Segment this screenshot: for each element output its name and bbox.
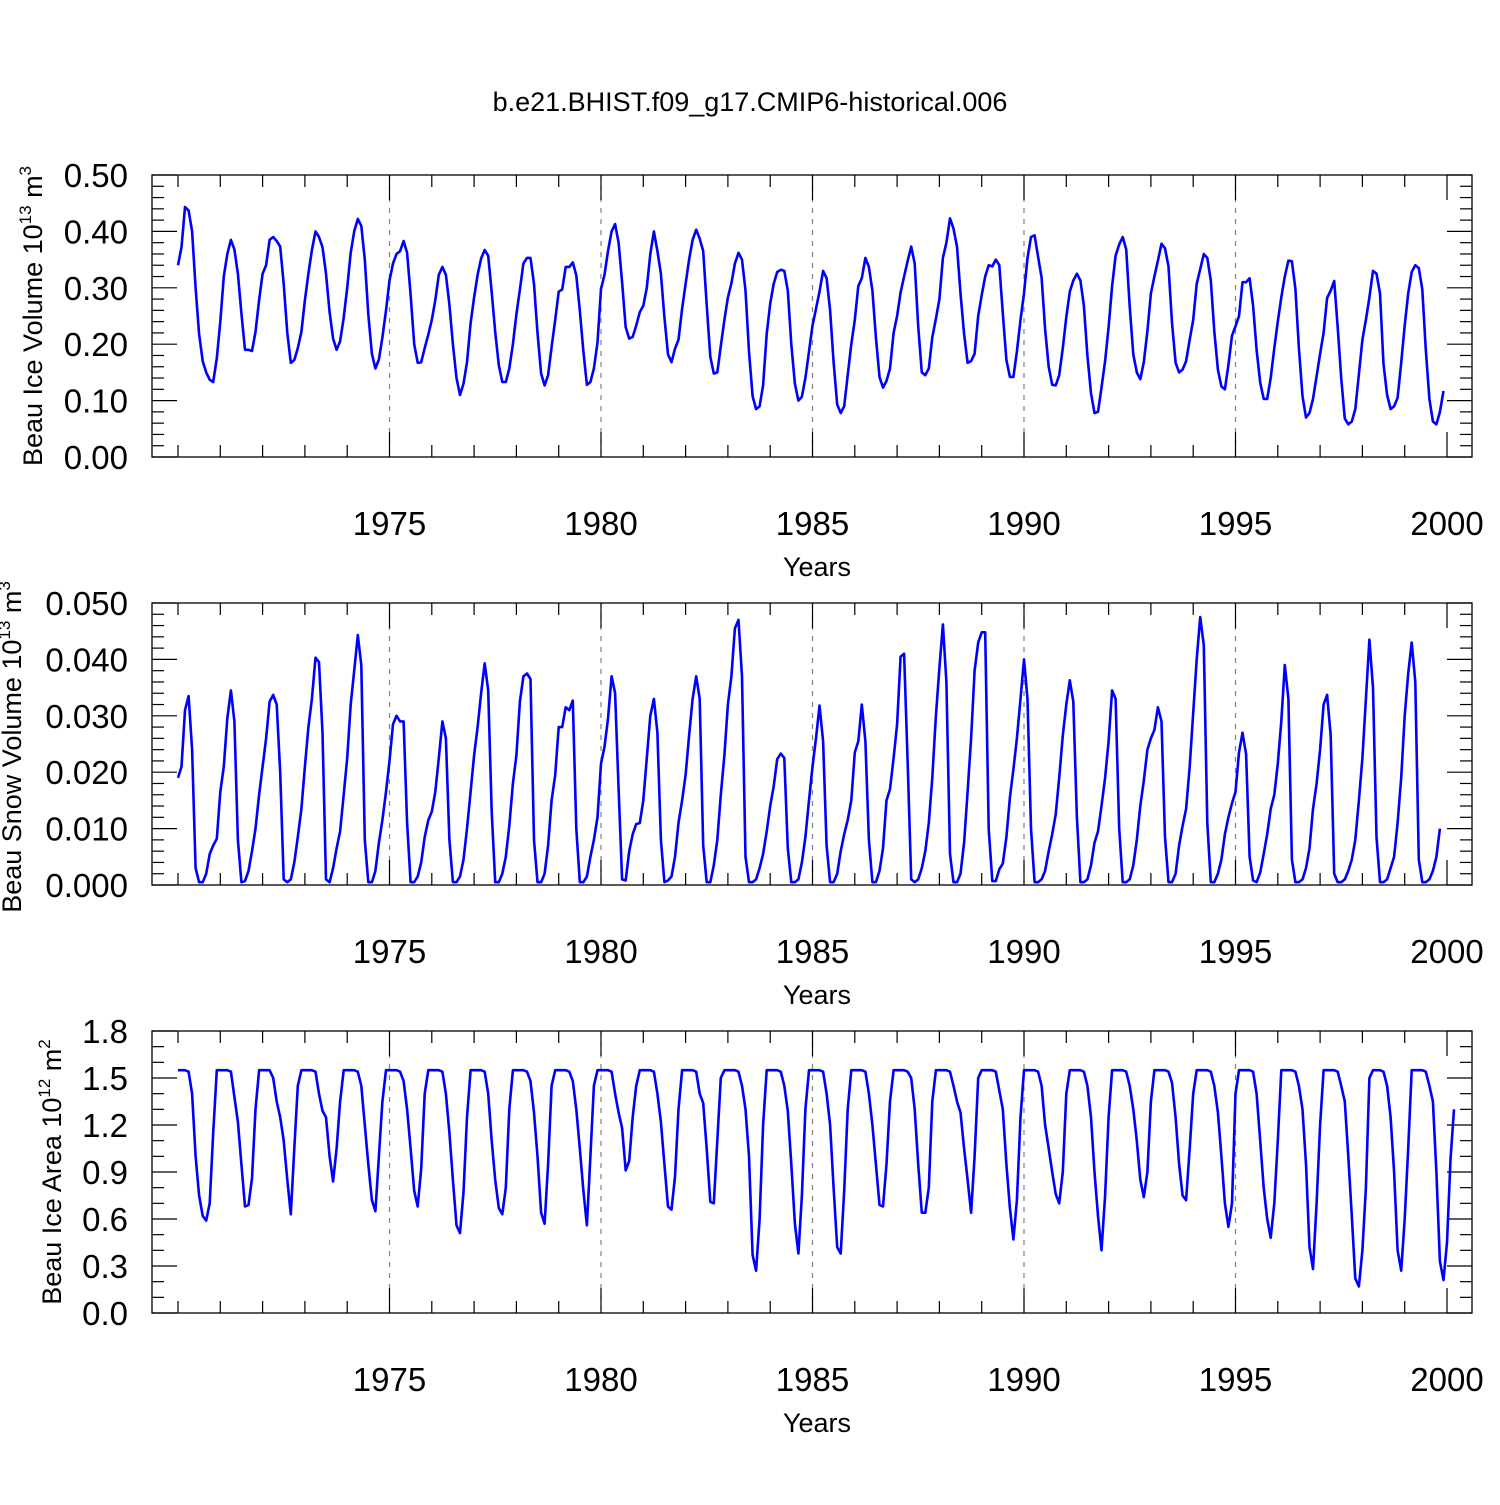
y-tick-label: 0.40: [64, 213, 128, 250]
plot-frame: [151, 602, 1473, 886]
x-tick-label: 1995: [1199, 933, 1272, 970]
panels: 0.00 0.10 0.20 0.30 0.40 0.50 1975 1980 1985 1990…: [0, 157, 1484, 1438]
x-tick-label: 2000: [1410, 1361, 1483, 1398]
x-tick-label: 1990: [987, 933, 1060, 970]
y-axis-label: Beau Snow Volume 1013 m3: [0, 581, 27, 913]
y-tick-label: 1.8: [82, 1013, 128, 1050]
x-tick-label: 1975: [353, 933, 426, 970]
y-axis-label-unit-exponent: 2: [35, 1039, 54, 1048]
y-axis-label-unit: m: [18, 175, 48, 205]
y-tick-label: 0.6: [82, 1201, 128, 1238]
x-tick-label: 1995: [1199, 1361, 1272, 1398]
y-tick-label: 0.040: [45, 641, 128, 678]
y-axis-label: Beau Ice Area 1012 m2: [35, 1039, 67, 1305]
snow-volume-series-line: [176, 615, 1442, 884]
x-tick-label: 1975: [353, 505, 426, 542]
ice-volume-series-line: [176, 205, 1445, 426]
y-axis-label: Beau Ice Volume 1013 m3: [16, 166, 48, 466]
x-tick-label: 1990: [987, 1361, 1060, 1398]
x-tick-label: 1980: [564, 505, 637, 542]
y-tick-label: 0.050: [45, 585, 128, 622]
x-axis-label: Years: [783, 980, 851, 1010]
y-tick-label: 0.20: [64, 326, 128, 363]
y-tick-label: 0.020: [45, 754, 128, 791]
y-axis-label-unit-exponent: 3: [16, 166, 35, 175]
x-tick-label: 2000: [1410, 505, 1483, 542]
figure-title: b.e21.BHIST.f09_g17.CMIP6-historical.006: [493, 87, 1008, 117]
y-axis-label-exponent: 13: [0, 621, 14, 640]
y-tick-label: 0.010: [45, 811, 128, 848]
x-tick-label: 2000: [1410, 933, 1483, 970]
y-axis-label-exponent: 13: [16, 205, 35, 224]
y-tick-label: 0.0: [82, 1295, 128, 1332]
y-tick-label: 0.000: [45, 867, 128, 904]
y-tick-label: 1.2: [82, 1107, 128, 1144]
y-tick-label: 0.10: [64, 383, 128, 420]
ice-volume-panel: 0.00 0.10 0.20 0.30 0.40 0.50 1975 1980 1985 1990…: [16, 157, 1484, 582]
ice-area-panel: 0.0 0.3 0.6 0.9 1.2 1.5 1.8 1975 1980 1985 1990 199…: [35, 1013, 1484, 1438]
y-tick-label: 0.50: [64, 157, 128, 194]
y-tick-label: 0.9: [82, 1154, 128, 1191]
y-axis-label-text: Beau Snow Volume 10: [0, 640, 27, 913]
y-axis-label-unit: m: [37, 1049, 67, 1079]
y-axis-label-exponent: 12: [35, 1079, 54, 1098]
y-tick-label: 0.3: [82, 1248, 128, 1285]
y-tick-label: 0.030: [45, 698, 128, 735]
x-tick-label: 1995: [1199, 505, 1272, 542]
y-tick-label: 1.5: [82, 1060, 128, 1097]
plot-frame: [151, 174, 1473, 458]
y-tick-label: 0.30: [64, 270, 128, 307]
snow-volume-panel: 0.000 0.010 0.020 0.030 0.040 0.050 1975 1980 19…: [0, 581, 1484, 1010]
x-tick-label: 1980: [564, 1361, 637, 1398]
y-tick-label: 0.00: [64, 439, 128, 476]
x-tick-label: 1980: [564, 933, 637, 970]
x-tick-label: 1990: [987, 505, 1060, 542]
x-tick-label: 1975: [353, 1361, 426, 1398]
plot-frame: [151, 1030, 1473, 1314]
y-axis-label-text: Beau Ice Area 10: [37, 1098, 67, 1305]
x-axis-label: Years: [783, 552, 851, 582]
y-axis-label-text: Beau Ice Volume 10: [18, 224, 48, 466]
y-axis-label-unit: m: [0, 591, 27, 621]
y-axis-label-unit-exponent: 3: [0, 581, 14, 590]
x-tick-label: 1985: [776, 1361, 849, 1398]
x-axis-label: Years: [783, 1408, 851, 1438]
ice-area-series-line: [178, 1068, 1456, 1288]
x-tick-label: 1985: [776, 933, 849, 970]
x-tick-label: 1985: [776, 505, 849, 542]
